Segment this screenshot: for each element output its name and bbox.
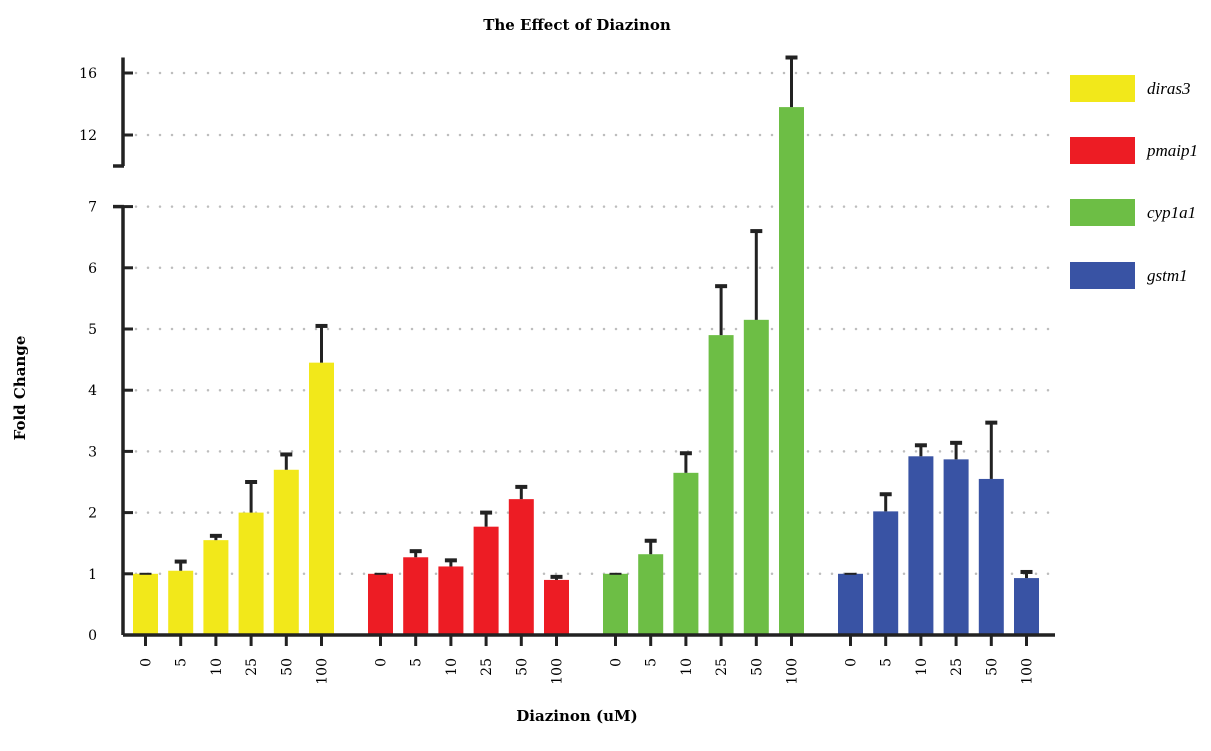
legend-label: cyp1a1 <box>1147 203 1196 222</box>
legend-label: pmaip1 <box>1146 141 1198 160</box>
x-tick-label: 10 <box>444 658 460 676</box>
legend-swatch <box>1070 75 1135 102</box>
y-tick-label: 3 <box>88 444 97 460</box>
bar <box>473 526 499 635</box>
x-tick-label: 0 <box>844 658 860 667</box>
x-tick-label: 25 <box>244 658 260 676</box>
x-tick-label: 100 <box>550 658 566 685</box>
bar <box>943 459 969 635</box>
legend-label: diras3 <box>1147 79 1190 98</box>
legend-swatch <box>1070 199 1135 226</box>
legend-swatch <box>1070 262 1135 289</box>
x-tick-label: 25 <box>949 658 965 676</box>
bar <box>133 573 158 635</box>
bar <box>873 511 899 635</box>
bar <box>508 499 534 635</box>
bar <box>779 107 804 636</box>
grid-lines <box>134 71 1052 576</box>
y-tick-label: 0 <box>88 628 97 644</box>
x-tick-label: 100 <box>315 658 331 685</box>
bar <box>238 512 264 635</box>
x-tick-label: 50 <box>749 658 765 676</box>
bar <box>708 335 734 635</box>
x-tick-label: 10 <box>679 658 695 676</box>
bar <box>908 456 934 635</box>
y-tick-label: 7 <box>88 200 97 216</box>
x-tick-label: 25 <box>714 658 730 676</box>
x-tick-label: 0 <box>609 658 625 667</box>
x-tick-label: 25 <box>479 658 495 676</box>
x-axis-label: Diazinon (uM) <box>516 707 637 725</box>
y-tick-label: 5 <box>88 322 97 338</box>
x-tick-label: 5 <box>174 658 190 667</box>
bar <box>1014 578 1039 635</box>
y-tick-label: 2 <box>88 506 97 522</box>
bar <box>638 554 664 635</box>
bar <box>438 566 464 635</box>
y-tick-label: 6 <box>88 261 97 277</box>
bar <box>273 469 299 635</box>
bars <box>133 107 1039 636</box>
x-tick-label: 0 <box>139 658 155 667</box>
x-tick-label: 10 <box>209 658 225 676</box>
axes <box>113 57 1055 637</box>
x-tick-label: 100 <box>1020 658 1036 685</box>
bar <box>309 362 334 635</box>
legend-swatch <box>1070 137 1135 164</box>
x-ticks: 0 5 10 25 50 100 0 5 10 25 50 100 0 5 10 25 50 100 0 5 10 25 5… <box>139 635 1036 685</box>
bar <box>168 570 194 635</box>
x-tick-label: 5 <box>409 658 425 667</box>
x-tick-label: 5 <box>644 658 660 667</box>
bar <box>544 579 569 635</box>
bar <box>603 573 628 635</box>
legend-label: gstm1 <box>1147 266 1188 285</box>
x-tick-label: 0 <box>374 658 390 667</box>
x-tick-label: 5 <box>879 658 895 667</box>
bar <box>743 319 769 635</box>
y-axis-label: Fold Change <box>11 336 29 441</box>
x-tick-label: 50 <box>984 658 1000 676</box>
y-tick-label: 12 <box>79 128 97 144</box>
x-tick-label: 50 <box>279 658 295 676</box>
bar <box>203 540 229 635</box>
x-tick-label: 10 <box>914 658 930 676</box>
bar <box>838 573 863 635</box>
bar <box>978 478 1004 635</box>
x-tick-label: 50 <box>514 658 530 676</box>
bar <box>368 573 393 635</box>
chart-title: The Effect of Diazinon <box>483 16 671 34</box>
y-tick-label: 1 <box>88 567 97 583</box>
y-tick-label: 4 <box>88 383 97 399</box>
bar <box>403 557 429 635</box>
bar <box>673 472 699 635</box>
x-tick-label: 100 <box>785 658 801 685</box>
y-tick-label: 16 <box>79 66 97 82</box>
error-bars <box>139 55 1033 580</box>
legend: diras3 pmaip1 cyp1a1 gstm1 <box>1070 75 1198 289</box>
